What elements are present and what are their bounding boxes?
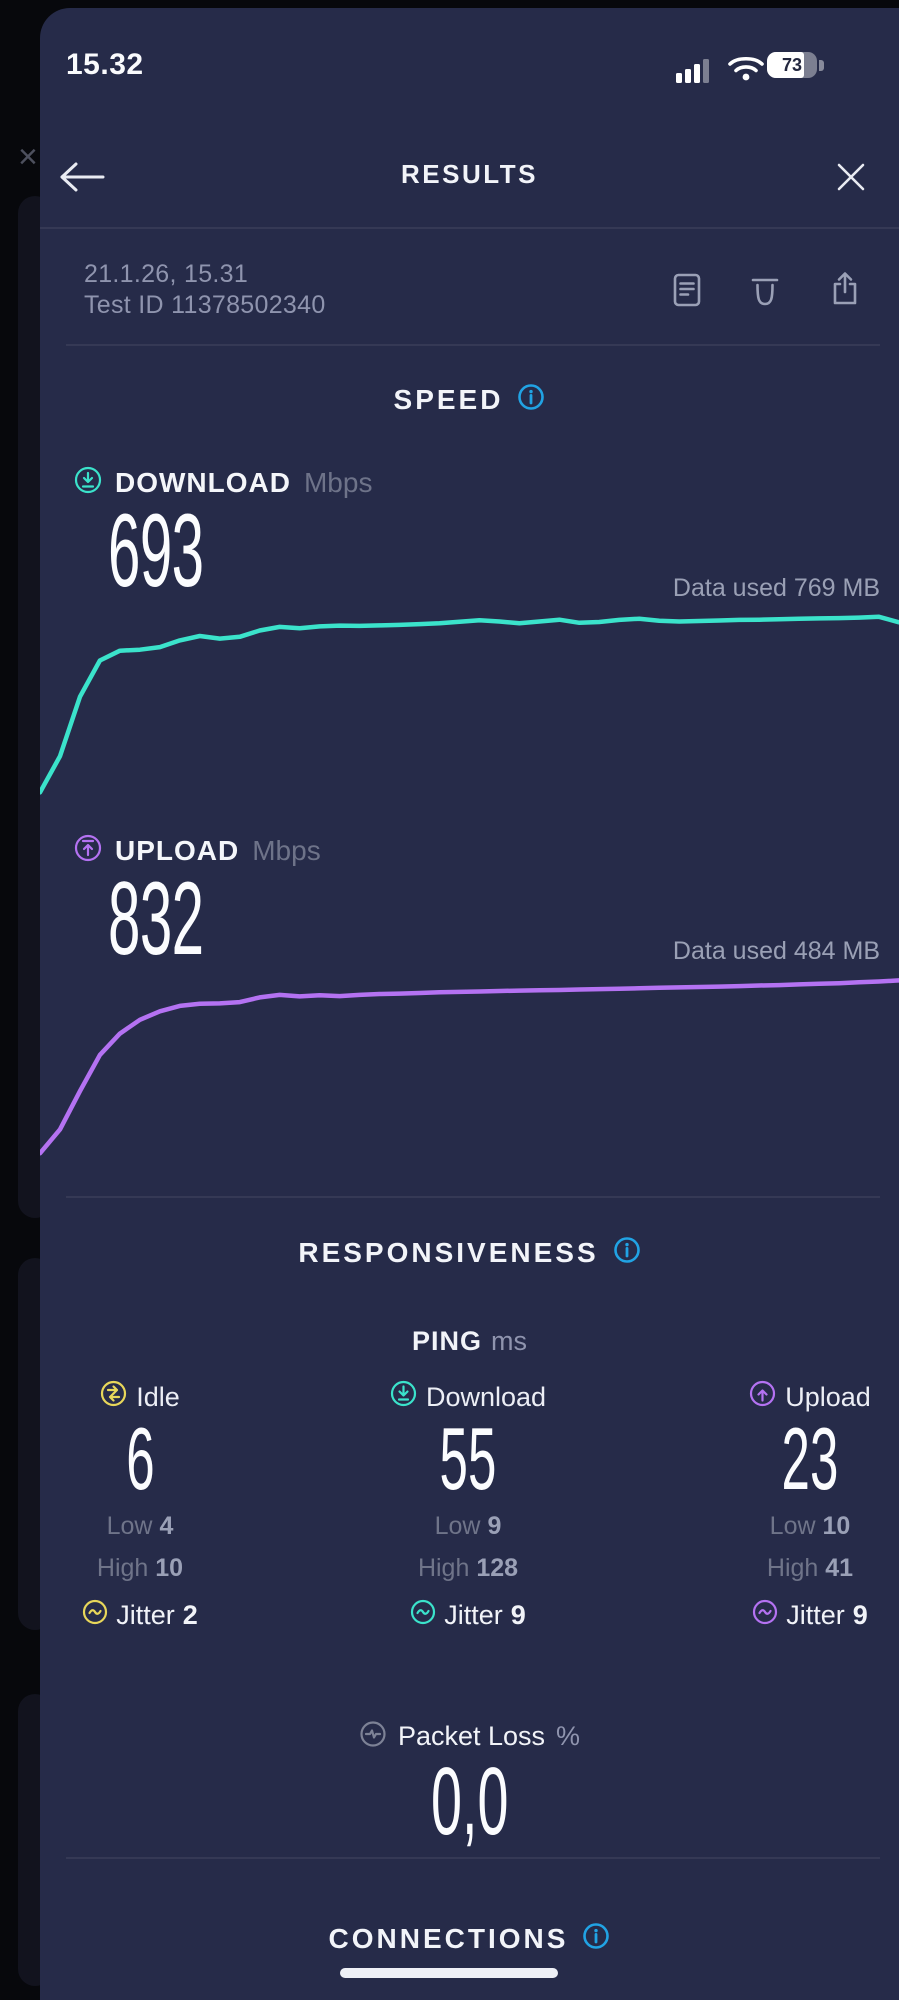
- ping-unit: ms: [491, 1326, 527, 1356]
- upload-label: UPLOAD: [115, 834, 240, 866]
- low-label: Low: [434, 1512, 481, 1540]
- jitter-value: 9: [852, 1599, 868, 1630]
- jitter-label: Jitter: [786, 1599, 845, 1630]
- result-details-icon: [673, 273, 701, 307]
- divider: [66, 344, 880, 346]
- low-label: Low: [769, 1512, 816, 1540]
- idle-ping-value: 6: [125, 1409, 155, 1508]
- wifi-icon: [726, 53, 766, 88]
- high-value: 41: [825, 1554, 854, 1582]
- test-id: Test ID 11378502340: [84, 291, 326, 319]
- upload-icon: [749, 1380, 776, 1414]
- results-modal: 15.32 73 RESULTS 21.1.26, 15.31 Test ID …: [40, 8, 899, 2000]
- upload-unit: Mbps: [252, 834, 321, 866]
- battery-icon: 73: [767, 52, 817, 78]
- upload-ping-label: Upload: [785, 1381, 871, 1412]
- download-icon: [74, 466, 102, 499]
- divider: [40, 227, 899, 229]
- jitter-value: 2: [182, 1599, 198, 1630]
- share-icon: [833, 272, 857, 305]
- upload-data-used: Data used 484 MB: [672, 937, 880, 965]
- responsiveness-section-title: RESPONSIVENESS: [298, 1236, 599, 1268]
- download-ping-value: 55: [439, 1409, 497, 1508]
- cellular-signal-icon: [676, 55, 718, 83]
- page-title: RESULTS: [401, 159, 538, 189]
- jitter-label: Jitter: [116, 1599, 175, 1630]
- upload-icon: [74, 834, 102, 867]
- result-details-button[interactable]: [672, 272, 702, 313]
- speed-info-icon[interactable]: [517, 383, 545, 416]
- battery-percent: 73: [781, 55, 803, 75]
- download-chart: [40, 614, 899, 795]
- background-close-icon: ×: [18, 138, 38, 176]
- high-label: High: [417, 1554, 470, 1582]
- download-value: 693: [108, 493, 204, 609]
- connections-info-icon[interactable]: [582, 1922, 610, 1955]
- jitter-value: 9: [510, 1599, 526, 1630]
- high-value: 10: [155, 1554, 184, 1582]
- speed-section-title: SPEED: [393, 383, 504, 415]
- test-datetime: 21.1.26, 15.31: [84, 260, 249, 288]
- upload-chart: [40, 978, 899, 1156]
- home-indicator[interactable]: [340, 1968, 558, 1978]
- share-result-button[interactable]: [829, 270, 861, 313]
- responsiveness-info-icon[interactable]: [613, 1236, 641, 1269]
- packet-loss-value: 0,0: [430, 1748, 509, 1855]
- upload-ping-value: 23: [781, 1409, 839, 1508]
- delete-result-button[interactable]: [749, 272, 781, 313]
- high-label: High: [766, 1554, 819, 1582]
- jitter-icon: [82, 1599, 108, 1632]
- idle-label: Idle: [136, 1381, 180, 1412]
- divider: [66, 1857, 880, 1859]
- ping-column-upload: Upload 23 Low 10 High 41 Jitter 9: [730, 1380, 890, 1632]
- download-unit: Mbps: [303, 466, 373, 498]
- delete-icon: [751, 278, 779, 306]
- close-icon: [837, 163, 865, 191]
- battery-nub: [819, 60, 824, 71]
- upload-value: 832: [108, 861, 204, 977]
- download-data-used: Data used 769 MB: [672, 574, 880, 602]
- back-button[interactable]: [58, 160, 106, 199]
- high-value: 128: [476, 1554, 519, 1582]
- packet-loss-unit: %: [556, 1721, 581, 1751]
- close-button[interactable]: [836, 162, 866, 197]
- back-arrow-icon: [60, 162, 105, 192]
- idle-icon: [100, 1380, 127, 1414]
- low-value: 9: [487, 1512, 502, 1540]
- status-time: 15.32: [66, 48, 144, 81]
- download-icon: [390, 1380, 417, 1414]
- packet-loss-label: Packet Loss: [397, 1721, 546, 1751]
- ping-label: PING: [411, 1326, 482, 1356]
- low-label: Low: [106, 1512, 153, 1540]
- connections-section-title: CONNECTIONS: [328, 1922, 569, 1954]
- low-value: 10: [822, 1512, 851, 1540]
- ping-column-download: Download 55 Low 9 High 128 Jitter 9: [368, 1380, 568, 1632]
- high-label: High: [96, 1554, 149, 1582]
- jitter-icon: [410, 1599, 436, 1632]
- download-label: DOWNLOAD: [115, 466, 291, 498]
- packet-loss-icon: [359, 1720, 387, 1753]
- low-value: 4: [159, 1512, 174, 1540]
- jitter-label: Jitter: [444, 1599, 503, 1630]
- ping-column-idle: Idle 6 Low 4 High 10 Jitter 2: [40, 1380, 240, 1632]
- divider: [66, 1196, 880, 1198]
- jitter-icon: [752, 1599, 778, 1632]
- download-ping-label: Download: [425, 1381, 547, 1412]
